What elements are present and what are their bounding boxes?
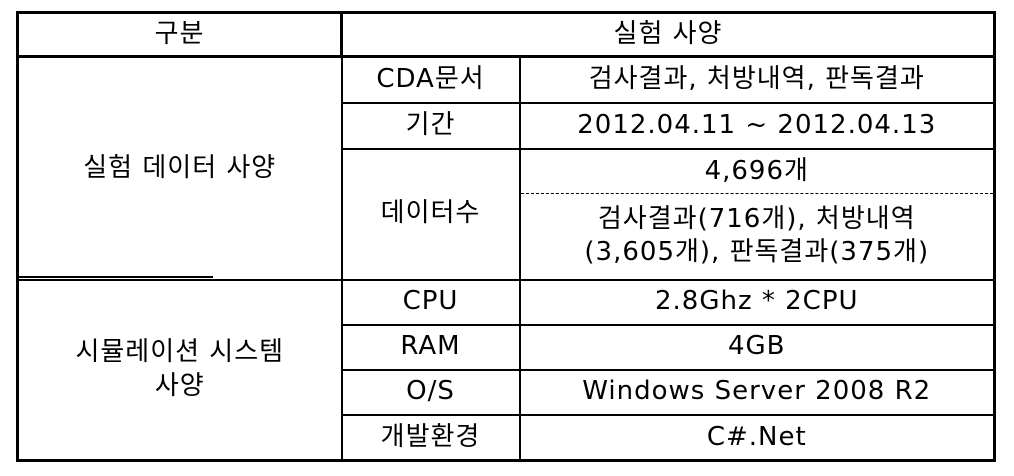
- table-row-dev-environment: 개발환경 C#.Net: [18, 413, 996, 462]
- label-cell-os: O/S: [340, 368, 521, 416]
- value-cell-cpu: 2.8Ghz * 2CPU: [518, 278, 996, 326]
- table-row-cda-document: 실험 데이터 사양 CDA문서 검사결과, 처방내역, 판독결과: [16, 55, 996, 281]
- table-row-period: 기간 2012.04.11 ~ 2012.04.13: [18, 101, 996, 150]
- experiment-spec-table: 구분 실험 사양 실험 데이터 사양 CDA문서 검사결과, 처방내역, 판독결…: [16, 11, 997, 462]
- value-cell-dev-environment: C#.Net: [518, 413, 996, 462]
- header-cell-experiment-spec: 실험 사양: [340, 11, 996, 58]
- table-header-row: 구분 실험 사양: [16, 11, 996, 58]
- table-row-ram: RAM 4GB: [18, 323, 996, 371]
- value-cell-cda-document: 검사결과, 처방내역, 판독결과: [518, 55, 996, 104]
- value-cell-data-count-total: 4,696개: [518, 147, 996, 194]
- label-cell-data-count: 데이터수: [340, 147, 521, 281]
- label-cell-cpu: CPU: [340, 278, 521, 326]
- stray-line-artifact: [19, 275, 213, 278]
- label-cell-dev-environment: 개발환경: [340, 413, 521, 462]
- label-cell-cda-document: CDA문서: [340, 55, 521, 104]
- label-cell-period: 기간: [340, 101, 521, 150]
- experiment-spec-table-container: 구분 실험 사양 실험 데이터 사양 CDA문서 검사결과, 처방내역, 판독결…: [16, 11, 997, 462]
- value-cell-ram: 4GB: [518, 323, 996, 371]
- header-cell-category: 구분: [16, 11, 343, 58]
- table-row-data-count-breakdown: 검사결과(716개), 처방내역 (3,605개), 판독결과(375개): [18, 193, 996, 281]
- table-row-os: O/S Windows Server 2008 R2: [18, 368, 996, 416]
- value-cell-os: Windows Server 2008 R2: [518, 368, 996, 416]
- table-row-cpu: 시뮬레이션 시스템 사양 CPU 2.8Ghz * 2CPU: [16, 278, 996, 462]
- label-cell-ram: RAM: [340, 323, 521, 371]
- value-cell-data-count-breakdown: 검사결과(716개), 처방내역 (3,605개), 판독결과(375개): [518, 193, 996, 281]
- section-title-experiment-data: 실험 데이터 사양: [16, 55, 343, 281]
- section-title-experiment-data-label: 실험 데이터 사양: [83, 152, 277, 183]
- value-cell-period: 2012.04.11 ~ 2012.04.13: [518, 101, 996, 150]
- section-title-simulation-system: 시뮬레이션 시스템 사양: [16, 278, 343, 462]
